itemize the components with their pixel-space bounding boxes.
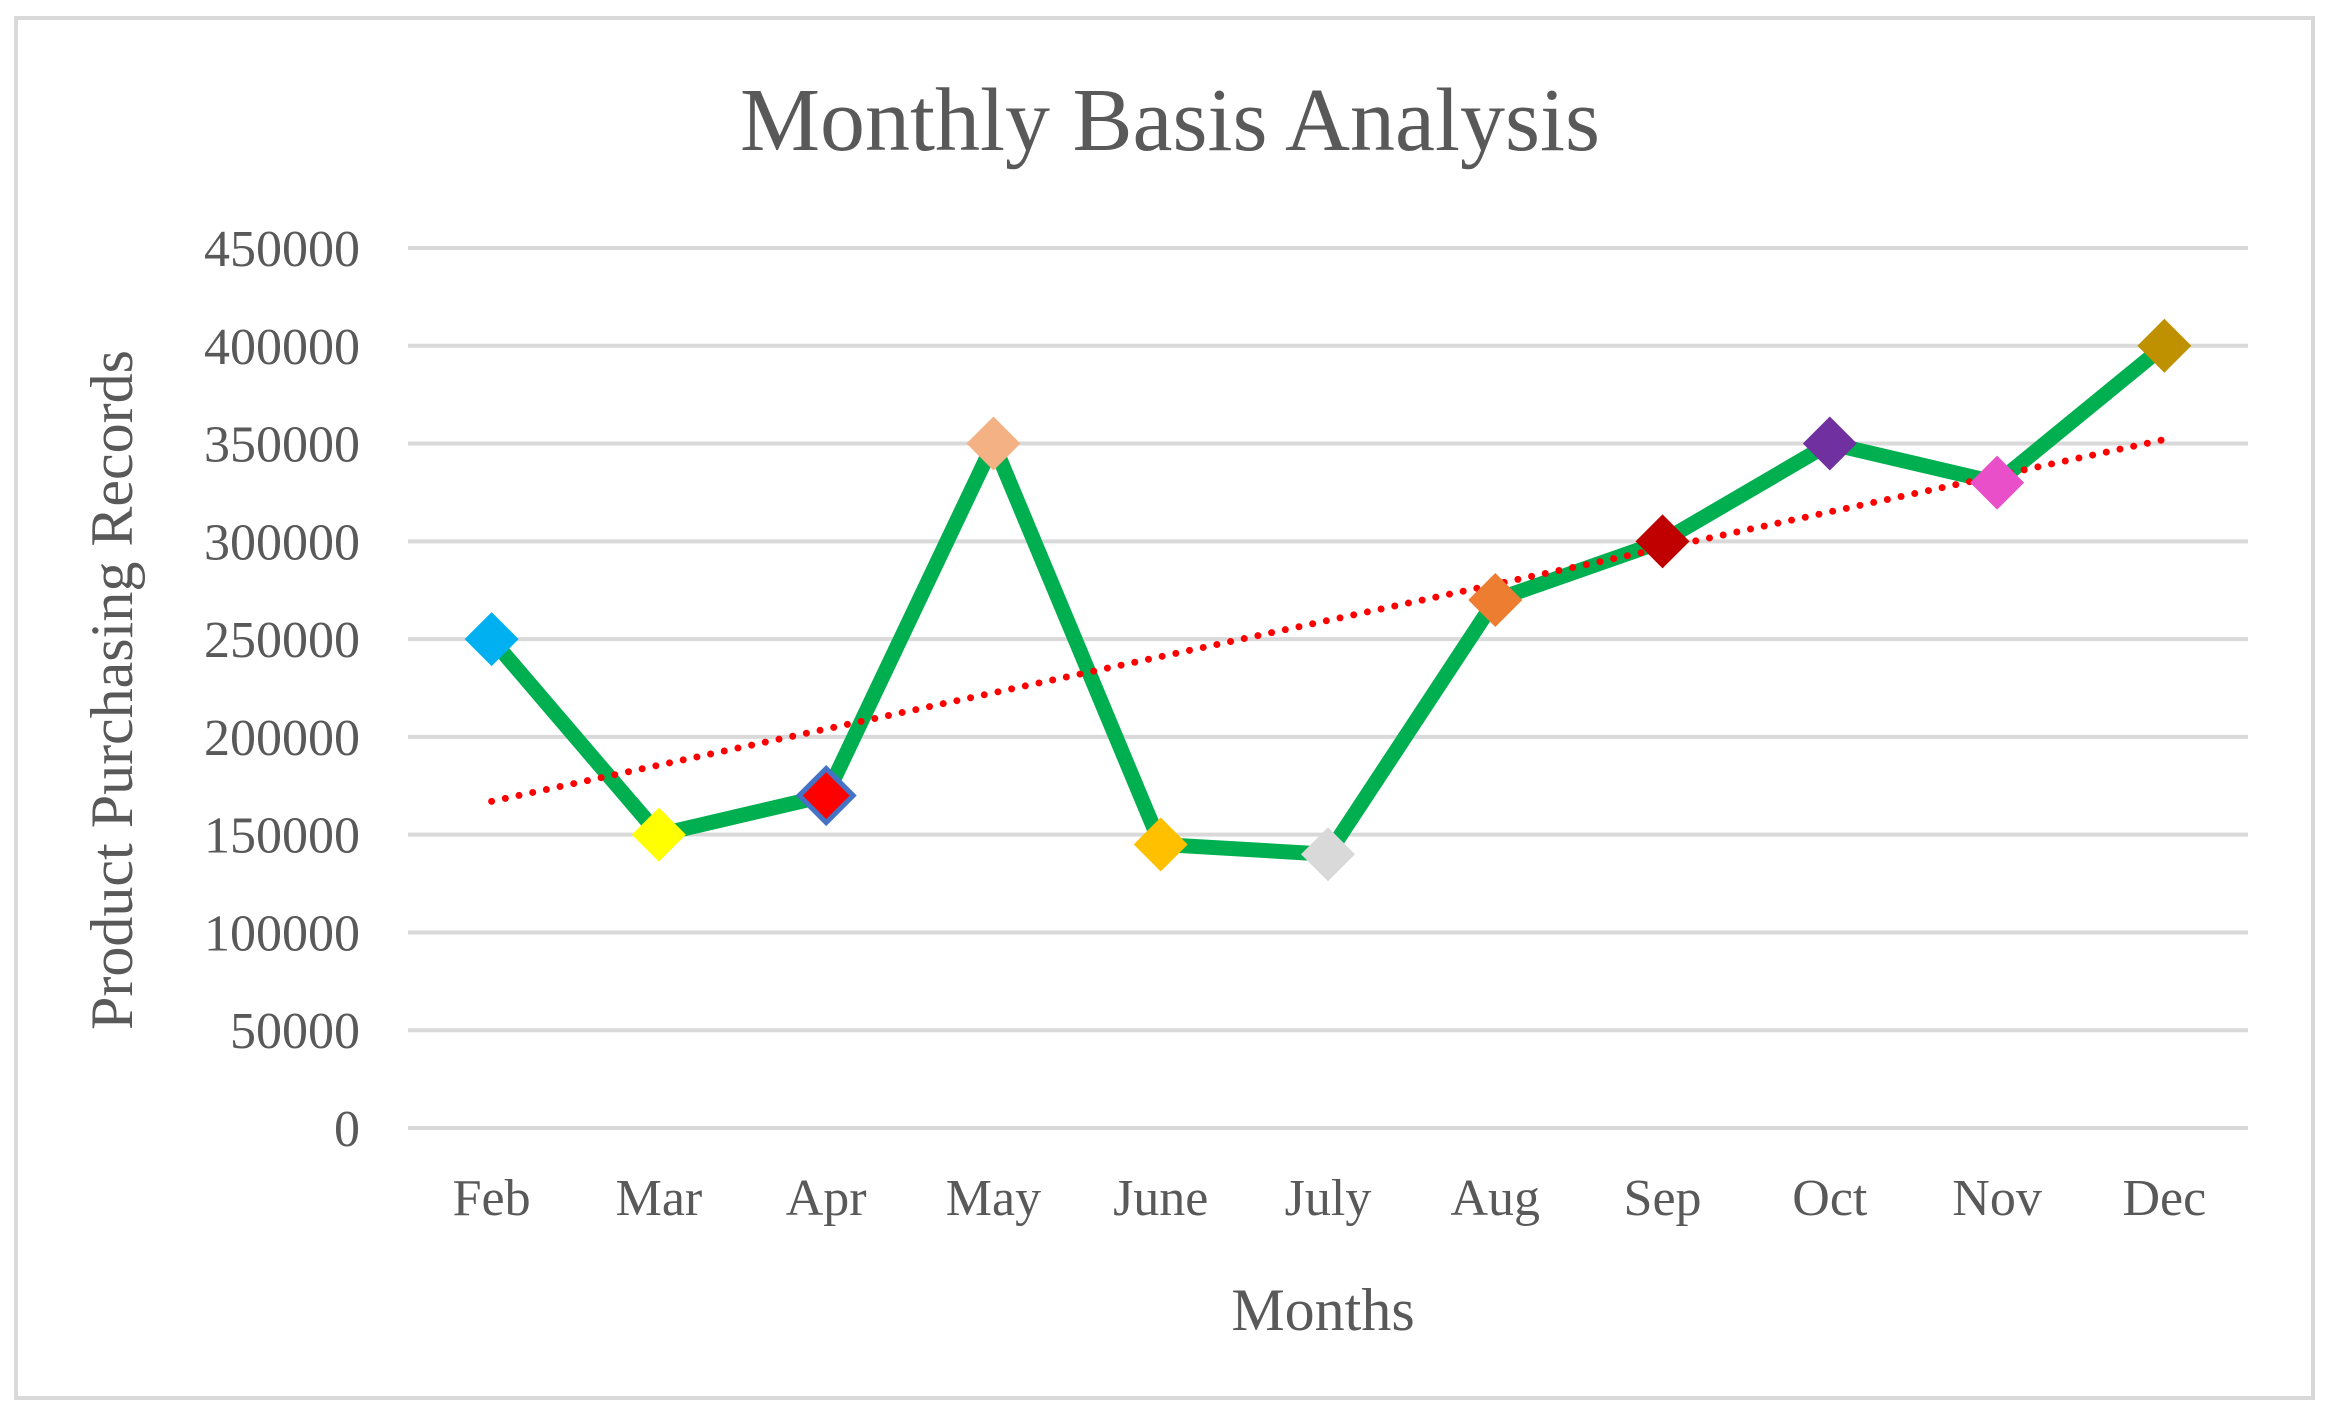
- data-point-marker: [966, 416, 1021, 471]
- y-tick-label: 200000: [204, 710, 360, 767]
- y-tick-label: 150000: [204, 808, 360, 865]
- trendline-layer: [488, 436, 2168, 805]
- series-line: [484, 338, 2172, 862]
- x-axis-ticks: Feb Mar Apr May June July Aug Sep Oct Nov Dec: [453, 1170, 2207, 1227]
- x-tick-label: Mar: [616, 1170, 703, 1227]
- data-point-marker: [1970, 455, 2025, 510]
- data-point-marker: [2137, 318, 2192, 373]
- data-point-marker: [795, 765, 857, 827]
- data-point-marker: [1133, 817, 1188, 872]
- data-point-marker: [1468, 573, 1523, 627]
- y-tick-label: 300000: [204, 514, 360, 571]
- data-point-marker: [1635, 514, 1690, 569]
- x-tick-label: Nov: [1952, 1170, 2042, 1227]
- y-tick-label: 400000: [204, 319, 360, 376]
- y-tick-label: 450000: [204, 221, 360, 278]
- y-axis-ticks: 0 50000 100000 150000 200000 250000 300000 3500…: [204, 221, 360, 1158]
- y-tick-label: 250000: [204, 612, 360, 669]
- data-point-marker: [1301, 827, 1355, 882]
- x-tick-label: May: [946, 1170, 1041, 1227]
- x-tick-label: Dec: [2123, 1170, 2207, 1227]
- data-point-marker: [631, 807, 686, 862]
- data-point-marker: [1802, 416, 1857, 471]
- x-axis-title: Months: [1231, 1277, 1414, 1343]
- chart-title: Monthly Basis Analysis: [740, 71, 1600, 170]
- series-layer: [484, 338, 2172, 862]
- y-tick-label: 0: [334, 1101, 360, 1158]
- data-point-marker: [464, 612, 519, 667]
- y-tick-label: 100000: [204, 905, 360, 962]
- x-tick-label: Oct: [1792, 1170, 1868, 1227]
- y-tick-label: 350000: [204, 417, 360, 474]
- x-tick-label: Feb: [453, 1170, 531, 1227]
- x-tick-label: Sep: [1624, 1170, 1702, 1227]
- y-tick-label: 50000: [230, 1003, 360, 1060]
- trendline: [488, 436, 2168, 805]
- marker-layer: [464, 318, 2192, 882]
- x-tick-label: June: [1113, 1170, 1208, 1227]
- y-axis-title: Product Purchasing Records: [79, 350, 145, 1030]
- x-tick-label: Aug: [1450, 1170, 1540, 1227]
- x-tick-label: July: [1285, 1170, 1372, 1227]
- gridlines: [408, 246, 2248, 1130]
- x-tick-label: Apr: [786, 1170, 867, 1227]
